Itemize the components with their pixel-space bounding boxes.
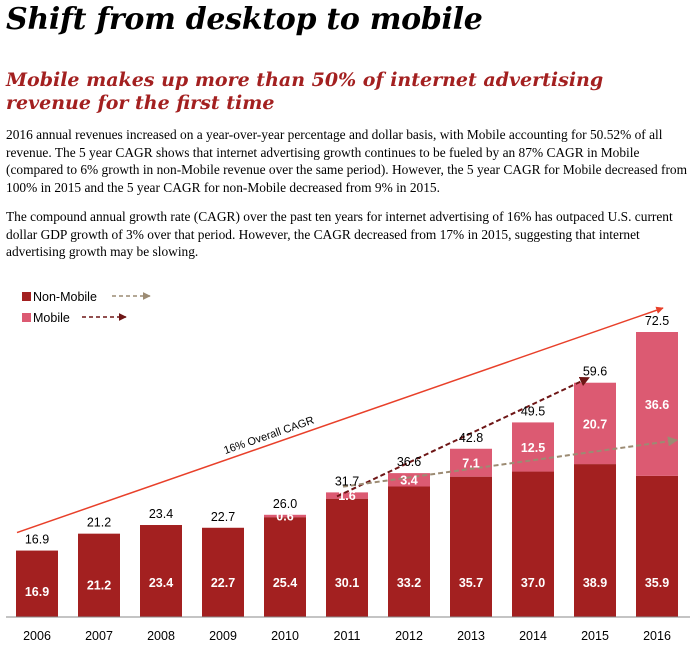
bar-group [16,332,678,617]
bar-non-mobile-2006 [16,550,58,617]
label-mobile-2011: 1.6 [338,489,355,503]
label-non-mobile-2015: 38.9 [583,576,607,590]
x-axis: 2006 2007 2008 2009 2010 2011 2012 2013 2014 2015… [6,616,690,643]
label-non-mobile-2013: 35.7 [459,576,483,590]
bar-mobile-2014 [512,422,554,472]
label-non-mobile-2012: 33.2 [397,576,421,590]
x-tick-2011: 2011 [334,629,361,643]
bar-non-mobile-2011 [326,498,368,617]
label-mobile-2016: 36.6 [645,398,669,412]
bar-non-mobile-2016 [636,475,678,617]
label-mobile-2010: 0.6 [276,509,293,523]
label-non-mobile-2009: 22.7 [211,576,235,590]
page-title: Shift from desktop to mobile [6,2,483,37]
data-labels: 16.916.921.221.223.423.422.722.725.40.62… [25,314,669,599]
x-tick-2014: 2014 [519,629,547,643]
label-total-2009: 22.7 [211,510,235,524]
bar-non-mobile-2009 [202,527,244,617]
annotation-overall-cagr: 16% Overall CAGR [222,415,315,457]
legend-label-non-mobile: Non-Mobile [33,290,97,304]
bar-non-mobile-2015 [574,464,616,617]
bar-non-mobile-2008 [140,525,182,617]
x-tick-2016: 2016 [643,629,671,643]
bar-mobile-2011 [326,492,368,499]
label-mobile-2012: 3.4 [400,473,417,487]
label-total-2006: 16.9 [25,533,49,547]
x-tick-2015: 2015 [581,629,609,643]
bar-non-mobile-2013 [450,476,492,617]
revenue-chart: Non-Mobile Mobile 16% Overall CAGR 16.9 1… [6,290,690,643]
body-paragraph-1: 2016 annual revenues increased on a year… [6,127,688,195]
label-non-mobile-2011: 30.1 [335,576,359,590]
bar-mobile-2016 [636,332,678,476]
legend-label-mobile: Mobile [33,311,70,325]
label-non-mobile-2007: 21.2 [87,578,111,592]
label-total-2016: 72.5 [645,314,669,328]
legend-swatch-mobile [22,313,31,322]
label-total-2015: 59.6 [583,365,607,379]
label-mobile-2014: 12.5 [521,441,545,455]
chart-legend: Non-Mobile Mobile [22,290,151,325]
x-tick-2007: 2007 [85,629,113,643]
label-non-mobile-2014: 37.0 [521,576,545,590]
body-paragraph-2: The compound annual growth rate (CAGR) o… [6,209,673,259]
bar-mobile-2010 [264,514,306,518]
x-tick-2012: 2012 [395,629,423,643]
label-total-2007: 21.2 [87,516,111,530]
x-tick-2008: 2008 [147,629,175,643]
legend-swatch-non-mobile [22,292,31,301]
x-tick-2013: 2013 [457,629,485,643]
bar-non-mobile-2014 [512,471,554,617]
label-non-mobile-2006: 16.9 [25,585,49,599]
x-tick-2009: 2009 [209,629,237,643]
label-total-2010: 26.0 [273,497,297,511]
bar-non-mobile-2010 [264,517,306,617]
x-tick-2010: 2010 [271,629,299,643]
label-mobile-2013: 7.1 [462,457,479,471]
bar-non-mobile-2012 [388,486,430,617]
label-total-2011: 31.7 [335,474,359,488]
subtitle: Mobile makes up more than 50% of interne… [6,69,604,114]
label-total-2013: 42.8 [459,431,483,445]
label-non-mobile-2010: 25.4 [273,576,297,590]
label-non-mobile-2008: 23.4 [149,576,173,590]
label-total-2014: 49.5 [521,404,545,418]
label-non-mobile-2016: 35.9 [645,576,669,590]
bar-mobile-2013 [450,448,492,477]
trend-arrow-overall-cagr [16,306,664,534]
bar-mobile-2012 [388,473,430,487]
trend-arrow-mobile [336,376,590,498]
trend-arrow-non-mobile [342,436,678,488]
x-tick-2006: 2006 [23,629,51,643]
label-total-2012: 36.6 [397,455,421,469]
label-mobile-2015: 20.7 [583,417,607,431]
label-total-2008: 23.4 [149,507,173,521]
bar-non-mobile-2007 [78,533,120,617]
